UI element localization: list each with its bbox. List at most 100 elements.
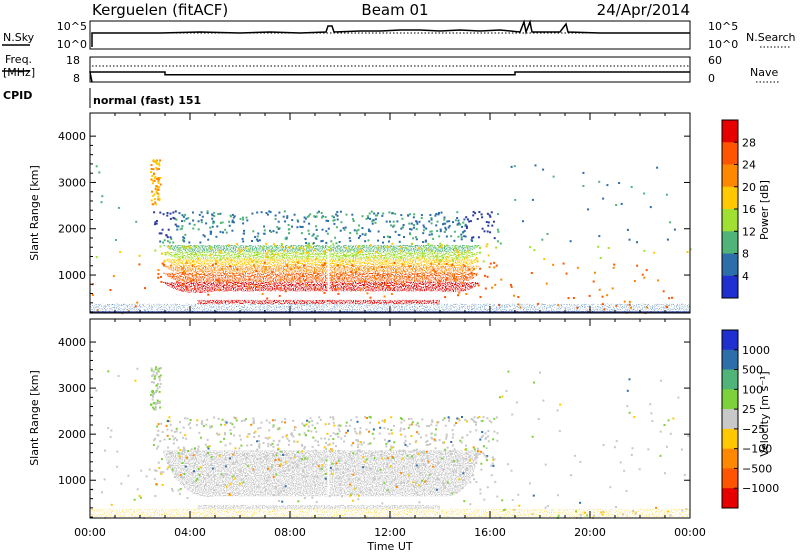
velocity-scatter-point [462, 457, 465, 460]
power-scatter-point [266, 213, 269, 216]
power-scatter-point [346, 282, 349, 285]
power-scatter-point [415, 228, 418, 231]
velocity-scatter-point [197, 448, 200, 451]
velocity-scatter-point [667, 419, 670, 422]
power-scatter-point [594, 271, 596, 274]
power-ytick-label-1: 2000 [58, 223, 86, 236]
power-scatter-point [400, 214, 403, 217]
power-scatter-point [294, 251, 297, 254]
power-scatter-point [226, 279, 229, 282]
velocity-scatter-point [266, 458, 269, 461]
velocity-scatter-point [183, 448, 186, 451]
power-scatter-point [445, 228, 448, 231]
power-scatter-point [197, 257, 200, 260]
power-scatter-point [462, 221, 465, 224]
velocity-scatter-point [660, 379, 662, 382]
power-scatter-point [237, 281, 240, 284]
velocity-scatter-point [171, 488, 173, 490]
power-scatter-point [192, 260, 195, 263]
power-scatter-point [338, 241, 341, 243]
power-scatter-point [219, 221, 222, 224]
power-scatter-point [412, 216, 415, 219]
power-scatter-point [306, 215, 309, 218]
power-scatter-point [613, 263, 616, 266]
power-scatter-point [472, 210, 475, 213]
velocity-scatter-point [496, 495, 499, 498]
velocity-scatter-point [366, 417, 368, 419]
velocity-scatter-point [362, 466, 365, 469]
velocity-scatter-point [229, 422, 232, 424]
power-scatter-point [197, 220, 200, 223]
velocity-plume-point [150, 367, 153, 370]
power-scatter-point [335, 226, 338, 229]
power-scatter-point [477, 284, 480, 287]
velocity-scatter-point [478, 452, 481, 455]
power-scatter-point [452, 259, 455, 262]
power-scatter-point [361, 233, 364, 236]
power-scatter-point [205, 222, 208, 225]
velocity-scatter-point [272, 454, 275, 456]
velocity-scatter-point [294, 454, 296, 457]
velocity-scatter-point [335, 462, 338, 465]
power-scatter-point [304, 217, 307, 220]
velocity-scatter-point [470, 418, 473, 421]
velocity-plume-point [155, 366, 158, 369]
power-scatter-point [287, 228, 290, 231]
velocity-scatter-point [452, 433, 455, 436]
power-scatter-point [415, 238, 418, 241]
velocity-scatter-point [133, 498, 136, 501]
power-scatter-point [324, 252, 326, 255]
velocity-scatter-point [359, 427, 362, 430]
power-scatter-point [377, 212, 380, 215]
power-scatter-point [421, 254, 424, 257]
power-plume-point [153, 160, 156, 163]
power-scatter-point [232, 283, 235, 286]
power-plume-point [158, 162, 161, 165]
velocity-scatter-point [484, 432, 487, 435]
power-scatter-point [376, 273, 379, 276]
velocity-colorbar-segment [722, 448, 738, 469]
power-scatter-point [282, 215, 285, 218]
power-scatter-point [298, 277, 301, 280]
velocity-scatter-point [273, 494, 276, 497]
power-scatter-point [434, 214, 437, 217]
velocity-scatter-point [239, 469, 242, 472]
power-scatter-point [359, 279, 362, 282]
velocity-scatter-point [178, 456, 181, 459]
velocity-scatter-point [373, 457, 376, 460]
velocity-scatter-point [306, 419, 309, 422]
power-scatter-point [184, 245, 187, 248]
velocity-scatter-point [354, 430, 357, 433]
power-scatter-point [430, 262, 433, 265]
power-scatter-point [245, 216, 248, 219]
velocity-scatter-point [177, 489, 180, 492]
power-scatter-point [300, 226, 302, 228]
power-echo-stratum [162, 281, 480, 293]
velocity-scatter-point [145, 475, 148, 478]
velocity-scatter-point [647, 448, 650, 451]
velocity-scatter-point [381, 419, 384, 422]
velocity-scatter-point [360, 443, 363, 446]
power-scatter-point [420, 275, 423, 278]
power-scatter-point [510, 285, 513, 288]
power-scatter-point [465, 276, 468, 279]
velocity-scatter-point [292, 419, 295, 422]
power-scatter-point [355, 253, 358, 256]
velocity-scatter-point [334, 468, 337, 471]
velocity-scatter-point [390, 445, 393, 448]
velocity-scatter-point [259, 426, 262, 429]
power-data-gap [327, 242, 330, 299]
velocity-plume-point [154, 403, 157, 405]
power-plume-point [153, 193, 156, 196]
power-scatter-point [401, 226, 404, 229]
velocity-scatter-point [157, 429, 160, 432]
velocity-scatter-point [328, 422, 330, 425]
power-scatter-point [369, 230, 372, 233]
velocity-colorbar-segment [722, 488, 738, 509]
power-scatter-point [465, 216, 468, 219]
power-scatter-point [195, 273, 198, 276]
velocity-scatter-point [356, 452, 358, 455]
velocity-scatter-point [487, 440, 490, 443]
power-scatter-point [342, 265, 345, 268]
power-scatter-point [159, 245, 162, 248]
